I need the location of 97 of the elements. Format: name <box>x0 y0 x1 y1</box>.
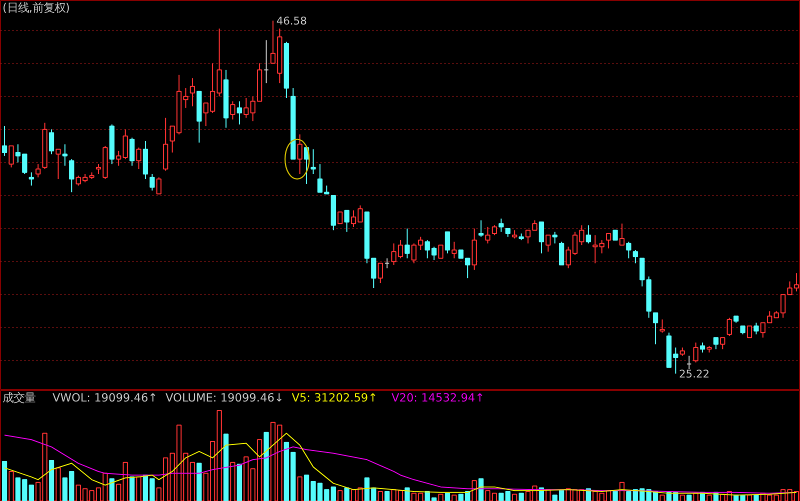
candlestick <box>136 147 142 170</box>
candlestick <box>156 176 162 194</box>
candlestick <box>452 241 457 259</box>
candlestick <box>478 220 484 238</box>
bar <box>129 476 135 501</box>
bar <box>338 490 343 501</box>
candlestick <box>244 98 249 118</box>
candlestick <box>230 100 236 120</box>
candlestick <box>150 174 155 192</box>
candlestick <box>558 241 564 266</box>
bar <box>518 492 524 501</box>
candlestick <box>606 233 612 249</box>
bar <box>680 494 685 501</box>
bar <box>109 478 114 501</box>
candlestick <box>48 128 54 155</box>
candlestick <box>720 337 726 350</box>
bar <box>444 492 450 501</box>
bar <box>512 494 518 501</box>
candlestick <box>660 318 665 334</box>
text: V20: 14532.94↑ <box>392 390 485 404</box>
bar <box>48 460 54 501</box>
candlestick <box>552 231 558 244</box>
candlestick <box>592 234 598 264</box>
bar <box>264 432 269 501</box>
candlestick <box>632 250 638 264</box>
candlestick <box>538 221 544 254</box>
candlestick <box>8 145 14 168</box>
candlestick <box>652 312 658 345</box>
candlestick <box>378 262 383 284</box>
candlestick <box>438 244 444 259</box>
annotation: 25.22 <box>679 368 710 381</box>
candlestick <box>700 342 706 353</box>
bar <box>452 494 457 501</box>
chart-title: (日线,前复权) <box>2 0 70 14</box>
candlestick <box>2 126 8 156</box>
bar <box>2 460 8 501</box>
candlestick <box>746 326 752 338</box>
text: V5: 31202.59↑ <box>292 390 378 404</box>
candlestick <box>344 210 350 232</box>
annotation: 46.58 <box>276 14 308 28</box>
bar <box>8 470 14 501</box>
bar <box>384 490 390 501</box>
bar <box>660 494 665 501</box>
candlestick <box>693 342 698 363</box>
bar <box>116 484 122 501</box>
candlestick <box>338 212 343 224</box>
bar <box>244 456 249 501</box>
candlestick <box>116 150 122 166</box>
bar <box>754 494 759 501</box>
bar <box>438 494 444 501</box>
candlestick <box>36 164 41 178</box>
candlestick <box>586 224 591 244</box>
candlestick <box>56 148 61 180</box>
bar <box>223 434 229 501</box>
bar <box>297 476 302 501</box>
bar <box>378 490 383 501</box>
candlestick <box>190 78 196 107</box>
bar <box>612 490 618 501</box>
candlestick <box>619 223 625 246</box>
candlestick <box>754 322 759 335</box>
candlestick <box>599 240 604 254</box>
candlestick <box>492 224 498 236</box>
bar <box>404 487 410 501</box>
candlestick <box>404 228 410 259</box>
candlestick <box>28 172 34 186</box>
candlestick <box>129 137 135 166</box>
bar <box>122 462 128 501</box>
candlestick <box>62 144 68 166</box>
bar <box>693 492 698 501</box>
chart-title: 成交量 <box>2 390 36 404</box>
candlestick <box>310 148 316 175</box>
bar <box>230 462 236 501</box>
annotation: VWOL: 19099.46↑ <box>52 390 158 404</box>
bar <box>56 467 61 501</box>
candlestick <box>444 231 450 254</box>
bar <box>344 487 350 501</box>
candlestick <box>546 234 551 252</box>
candlestick <box>122 128 128 160</box>
bar <box>236 464 242 501</box>
candlestick <box>713 337 719 350</box>
candlestick <box>297 134 302 175</box>
annotation: VOLUME: 19099.46↓ <box>166 390 284 404</box>
candlestick <box>726 317 732 336</box>
bar <box>592 490 598 501</box>
candlestick <box>69 158 74 193</box>
candlestick <box>612 230 618 241</box>
bar <box>196 462 202 501</box>
bar <box>136 476 142 501</box>
candlestick <box>236 100 242 125</box>
bar <box>706 494 712 501</box>
candlestick <box>498 218 504 232</box>
bar <box>686 494 692 501</box>
candlestick <box>485 226 490 244</box>
bar <box>472 480 477 501</box>
bar <box>28 484 34 501</box>
candlestick <box>626 241 632 259</box>
candlestick <box>640 258 645 287</box>
